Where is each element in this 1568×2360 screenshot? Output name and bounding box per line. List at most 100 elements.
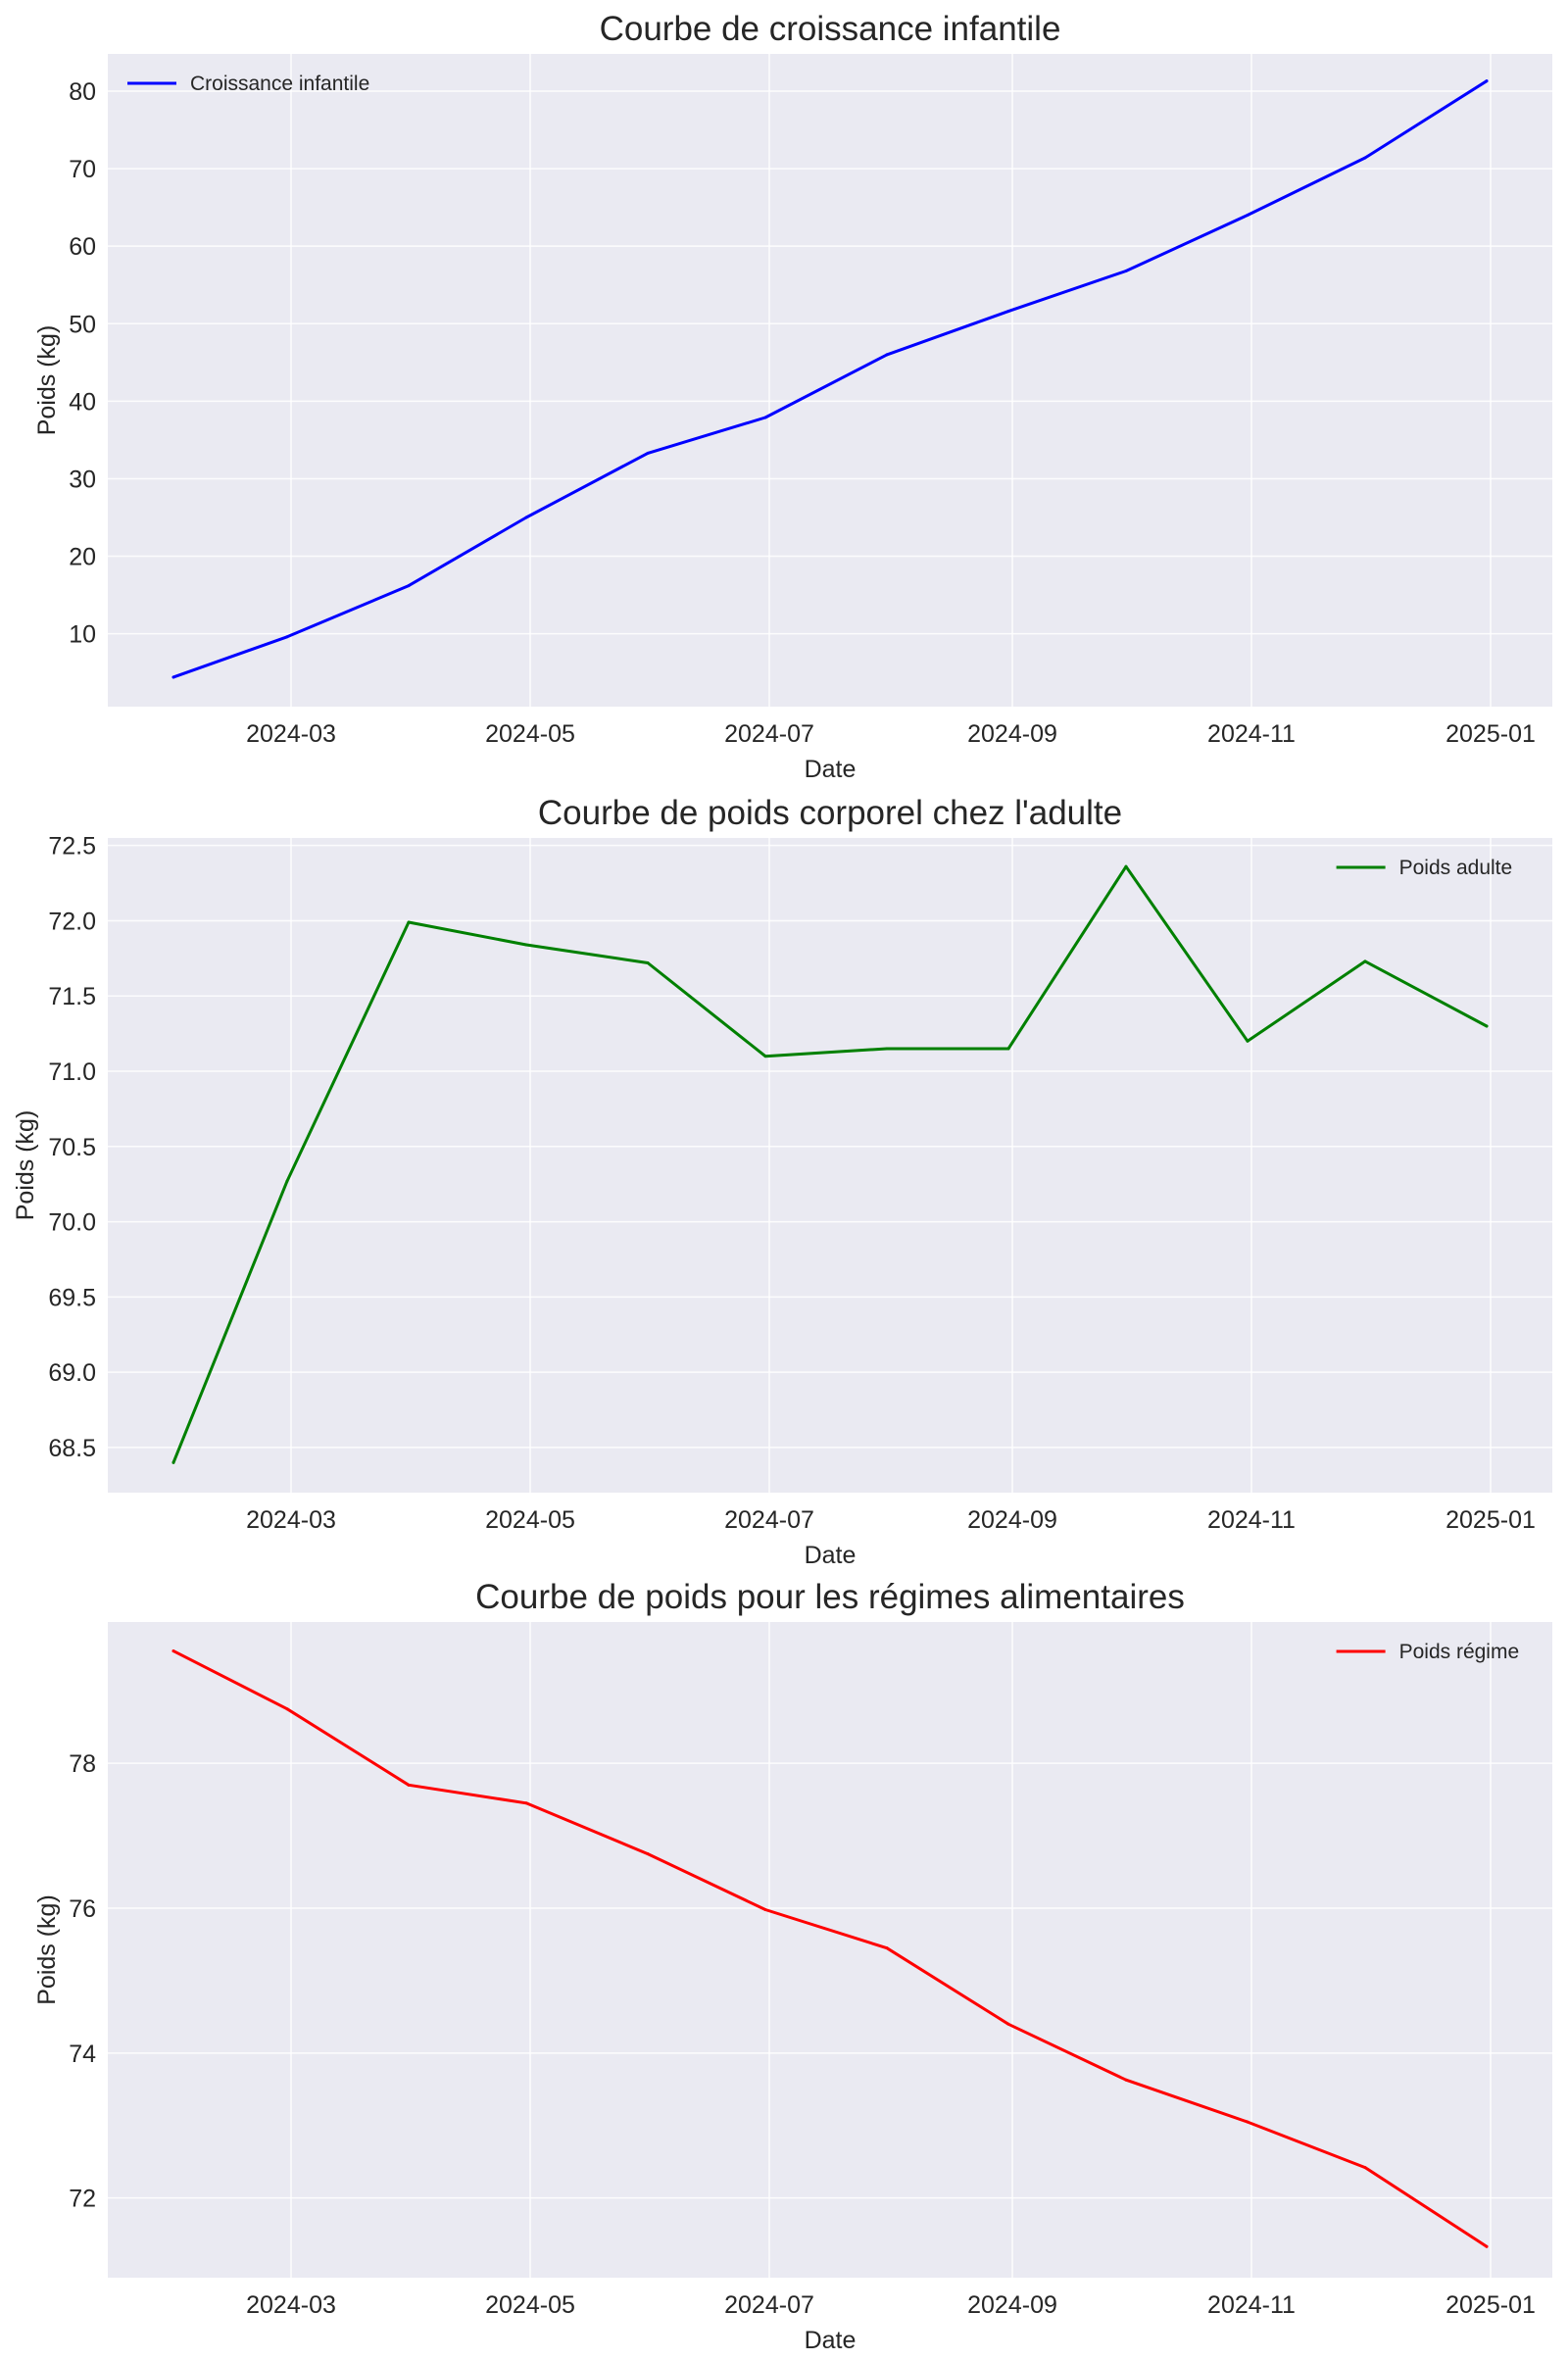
- data-point: [524, 516, 528, 519]
- y-tick-label: 60: [69, 233, 96, 261]
- y-tick-label: 71.0: [48, 1058, 96, 1086]
- y-tick-label: 20: [69, 544, 96, 571]
- y-tick-label: 10: [69, 621, 96, 649]
- x-tick-label: 2024-11: [1207, 1506, 1296, 1534]
- plot-area: [108, 1622, 1552, 2278]
- data-point: [407, 1783, 411, 1787]
- data-point: [1363, 2166, 1367, 2170]
- x-tick-label: 2025-01: [1446, 720, 1536, 748]
- y-tick-label: 70: [69, 156, 96, 183]
- data-point: [407, 920, 411, 924]
- x-axis-label: Date: [805, 1542, 857, 1569]
- legend-label: Poids adulte: [1399, 857, 1513, 879]
- x-tick-label: 2024-09: [967, 2291, 1057, 2319]
- x-tick-label: 2024-09: [967, 720, 1057, 748]
- y-tick-label: 40: [69, 388, 96, 416]
- chart-panel-3: Courbe de poids pour les régimes aliment…: [33, 1578, 1552, 2354]
- y-tick-label: 80: [69, 78, 96, 106]
- legend-label: Poids régime: [1399, 1641, 1520, 1663]
- y-tick-label: 50: [69, 311, 96, 338]
- data-point: [1246, 214, 1250, 218]
- x-tick-label: 2025-01: [1446, 2291, 1536, 2319]
- y-tick-label: 71.5: [48, 983, 96, 1010]
- y-tick-label: 76: [69, 1895, 96, 1923]
- y-tick-label: 74: [69, 2040, 96, 2068]
- data-point: [885, 353, 889, 357]
- data-point: [285, 1707, 289, 1711]
- data-point: [1485, 1024, 1489, 1028]
- data-point: [885, 1047, 889, 1051]
- y-tick-label: 69.0: [48, 1359, 96, 1387]
- legend: Poids adulte: [1336, 857, 1513, 879]
- data-point: [524, 1801, 528, 1805]
- data-point: [172, 1649, 175, 1653]
- data-point: [1485, 79, 1489, 83]
- legend-label: Croissance infantile: [190, 73, 369, 95]
- data-point: [1006, 2022, 1010, 2026]
- y-tick-label: 69.5: [48, 1284, 96, 1311]
- x-tick-label: 2024-07: [724, 1506, 814, 1534]
- x-tick-label: 2025-01: [1446, 1506, 1536, 1534]
- legend: Poids régime: [1336, 1641, 1520, 1663]
- data-point: [1006, 1047, 1010, 1051]
- x-axis-label: Date: [805, 2327, 857, 2354]
- data-point: [1363, 156, 1367, 160]
- series-line: [172, 864, 1489, 1464]
- chart-title: Courbe de croissance infantile: [600, 10, 1061, 48]
- y-tick-label: 78: [69, 1750, 96, 1778]
- data-point: [524, 943, 528, 947]
- data-point: [172, 1460, 175, 1464]
- x-tick-label: 2024-11: [1207, 2291, 1296, 2319]
- data-point: [1485, 2244, 1489, 2248]
- x-tick-label: 2024-03: [246, 1506, 336, 1534]
- x-tick-label: 2024-03: [246, 720, 336, 748]
- data-point: [1246, 2120, 1250, 2124]
- y-axis-label: Poids (kg): [33, 325, 61, 436]
- y-tick-label: 72.0: [48, 908, 96, 935]
- plot-area: [108, 838, 1552, 1493]
- data-point: [407, 584, 411, 588]
- y-tick-label: 72: [69, 2186, 96, 2213]
- data-point: [646, 1852, 650, 1856]
- data-point: [1363, 959, 1367, 963]
- x-tick-label: 2024-05: [485, 2291, 575, 2319]
- plot-area: [108, 54, 1552, 707]
- x-tick-label: 2024-05: [485, 720, 575, 748]
- x-tick-label: 2024-11: [1207, 720, 1296, 748]
- y-tick-label: 68.5: [48, 1435, 96, 1462]
- data-point: [285, 635, 289, 639]
- data-point: [1124, 864, 1128, 868]
- y-axis-label: Poids (kg): [33, 1894, 61, 2005]
- x-tick-label: 2024-09: [967, 1506, 1057, 1534]
- chart-panel-2: Courbe de poids corporel chez l'adulte 20…: [12, 794, 1552, 1569]
- chart-title: Courbe de poids pour les régimes aliment…: [475, 1578, 1185, 1616]
- data-point: [646, 451, 650, 455]
- legend: Croissance infantile: [127, 73, 369, 95]
- data-point: [763, 416, 767, 419]
- data-point: [885, 1946, 889, 1950]
- data-point: [172, 675, 175, 679]
- y-tick-label: 70.0: [48, 1209, 96, 1237]
- x-tick-label: 2024-07: [724, 2291, 814, 2319]
- data-point: [1124, 2078, 1128, 2082]
- data-point: [1124, 269, 1128, 272]
- y-tick-label: 30: [69, 466, 96, 493]
- data-point: [763, 1055, 767, 1058]
- chart-title: Courbe de poids corporel chez l'adulte: [538, 794, 1122, 832]
- y-axis-label: Poids (kg): [12, 1110, 39, 1221]
- series-line: [172, 1649, 1489, 2248]
- data-point: [646, 960, 650, 964]
- y-tick-label: 72.5: [48, 833, 96, 860]
- y-tick-label: 70.5: [48, 1134, 96, 1161]
- data-point: [285, 1179, 289, 1183]
- x-axis-label: Date: [805, 756, 857, 783]
- x-tick-label: 2024-05: [485, 1506, 575, 1534]
- series-line: [172, 79, 1489, 679]
- data-point: [763, 1907, 767, 1911]
- data-point: [1246, 1039, 1250, 1043]
- data-point: [1006, 310, 1010, 314]
- x-tick-label: 2024-07: [724, 720, 814, 748]
- x-tick-label: 2024-03: [246, 2291, 336, 2319]
